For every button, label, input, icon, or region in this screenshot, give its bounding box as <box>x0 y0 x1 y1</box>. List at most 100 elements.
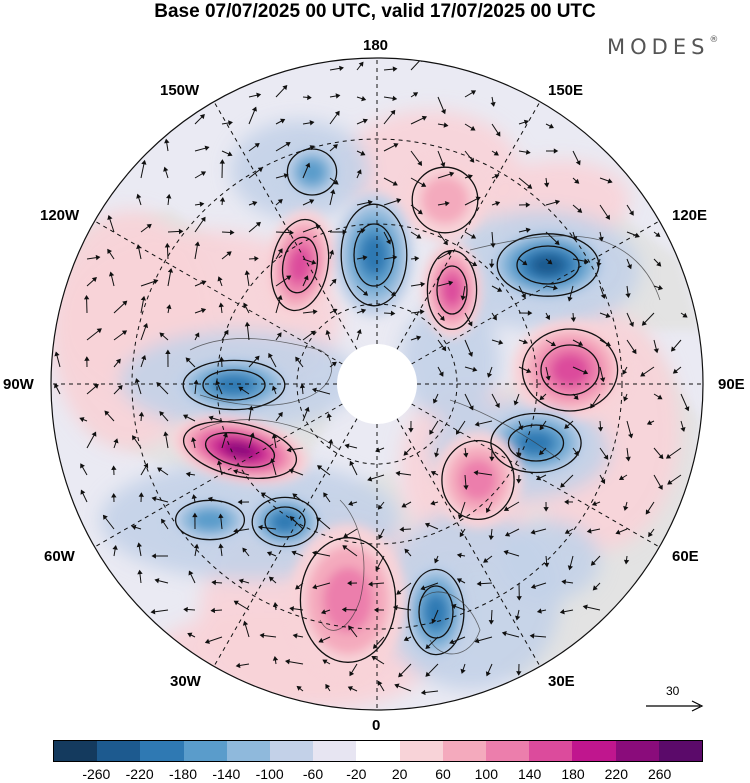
pole-area <box>337 344 417 424</box>
wind-vector-head <box>657 484 663 490</box>
wind-vector-head <box>392 180 398 186</box>
wind-vector-head <box>204 145 210 151</box>
anomaly-core-level <box>323 567 373 633</box>
wind-vector <box>275 198 283 206</box>
wind-vector-head <box>656 261 662 267</box>
wind-vector-head <box>564 529 570 534</box>
wind-vector-head <box>672 368 679 374</box>
wind-vector-head <box>412 92 419 97</box>
wind-vector <box>302 406 310 422</box>
wind-vector-head <box>187 632 193 638</box>
wind-vector <box>648 528 655 538</box>
colorbar-swatch <box>183 741 227 761</box>
wind-vector-head <box>495 201 501 207</box>
wind-vector-head <box>631 348 637 355</box>
wind-vector <box>221 120 233 126</box>
latitude-circle <box>131 138 623 630</box>
wind-vector <box>626 420 634 439</box>
wind-vector <box>516 474 522 484</box>
wind-vector-head <box>522 339 529 345</box>
wind-vector-head <box>463 485 469 490</box>
wind-vector <box>194 280 207 287</box>
wind-vector-head <box>468 351 473 357</box>
wind-vector-head <box>316 517 322 523</box>
wind-vector <box>543 177 550 188</box>
wind-vector-head <box>288 468 294 474</box>
wind-vector <box>107 214 115 233</box>
anomaly-contour <box>270 218 330 312</box>
wind-vector <box>159 332 169 341</box>
wind-vector-head <box>349 460 355 466</box>
wind-vector <box>112 544 118 557</box>
wind-vector <box>567 285 574 302</box>
wind-vector-head <box>522 260 528 266</box>
wind-vector-head <box>54 351 60 357</box>
wind-vector <box>356 285 369 296</box>
wind-vector-head <box>329 249 335 255</box>
wind-vector <box>464 150 475 163</box>
wind-vector <box>329 308 338 314</box>
wind-vector <box>572 258 589 264</box>
wind-vector <box>437 250 453 260</box>
wind-vector-head <box>201 280 207 286</box>
wind-vector <box>437 171 455 179</box>
wind-vector <box>518 420 524 431</box>
wind-vector <box>237 499 250 505</box>
wind-vector <box>185 357 196 368</box>
wind-vector-head <box>577 207 583 213</box>
anomaly-core-level <box>421 176 469 224</box>
wind-vector <box>586 528 601 534</box>
wind-vector <box>489 447 495 462</box>
wind-vector <box>410 335 422 341</box>
wind-vector-head <box>474 638 480 644</box>
colorbar-labels: -260 -220 -180 -140 -100 -60 -20 20 60 100 140 180 2… <box>0 766 750 783</box>
wind-vector <box>248 106 257 125</box>
anomaly-contour <box>353 223 395 287</box>
wind-vector <box>269 458 277 476</box>
reference-vector: 30 <box>644 684 704 724</box>
wind-vector-head <box>256 92 262 98</box>
wind-vector-head <box>333 179 339 185</box>
wind-vector <box>164 138 170 152</box>
wind-vector <box>516 663 522 676</box>
wind-vector-head <box>371 655 377 661</box>
wind-vector <box>596 258 602 268</box>
wind-vector <box>464 258 478 267</box>
wind-vector-head <box>323 492 329 498</box>
wind-vector <box>404 548 412 557</box>
wind-vector-head <box>216 460 223 466</box>
wind-vector-head <box>242 547 248 553</box>
wind-vector <box>434 447 440 458</box>
wind-vector-head <box>421 182 427 187</box>
wind-vector <box>501 630 520 638</box>
wind-vector <box>157 467 169 476</box>
wind-vector-head <box>342 229 348 235</box>
wind-vector <box>410 204 423 215</box>
wind-vector <box>597 420 604 432</box>
wind-vector-head <box>600 478 606 485</box>
wind-vector-head <box>307 94 312 101</box>
colorbar-swatch <box>54 741 98 761</box>
wind-vector <box>592 582 601 591</box>
wind-vector-head <box>322 659 328 665</box>
wind-vector <box>431 609 439 624</box>
wind-vector <box>134 378 142 395</box>
wind-vector-head <box>582 369 589 375</box>
wind-vector-head <box>309 199 315 205</box>
wind-vector-head <box>163 431 169 437</box>
wind-vector-head <box>564 423 570 429</box>
wind-vector-head <box>285 142 291 147</box>
wind-vector <box>599 447 609 460</box>
wind-vector-head <box>377 680 383 686</box>
wind-vector-head <box>515 452 522 458</box>
lon-label-120w: 120W <box>40 207 80 224</box>
wind-vector <box>599 312 611 318</box>
wind-vector-head <box>96 328 102 334</box>
wind-vector-head <box>377 504 383 510</box>
wind-vector <box>275 248 283 260</box>
wind-vector-head <box>504 531 511 537</box>
colorbar <box>53 740 703 762</box>
wind-vector-head <box>208 415 214 421</box>
wind-vector <box>518 149 531 155</box>
colorbar-tick-label: -100 <box>255 766 284 782</box>
